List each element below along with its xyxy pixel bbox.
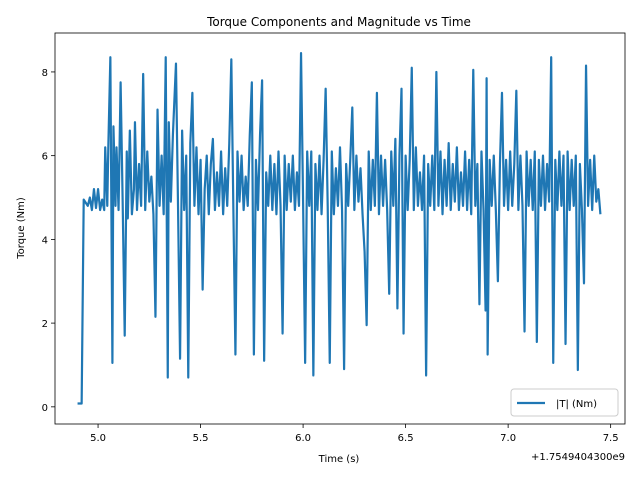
- legend-label: |T| (Nm): [556, 399, 597, 410]
- y-tick-label: 8: [42, 68, 48, 79]
- y-tick-label: 6: [42, 152, 48, 163]
- chart-title: Torque Components and Magnitude vs Time: [206, 15, 471, 29]
- legend-box: [510, 388, 619, 417]
- x-tick-label: 5.5: [193, 433, 209, 444]
- axes-frame: [54, 32, 626, 425]
- x-tick-label: 5.0: [90, 433, 106, 444]
- data-line: [77, 51, 602, 405]
- y-tick-label: 0: [42, 403, 48, 414]
- y-tick-label: 4: [42, 235, 48, 246]
- x-tick-label: 6.5: [398, 433, 414, 444]
- legend: |T| (Nm): [510, 388, 619, 417]
- plot-area: [77, 51, 602, 405]
- x-tick-label: 7.0: [500, 433, 516, 444]
- x-tick-label: 7.5: [603, 433, 619, 444]
- y-axis-label: Torque (Nm): [16, 197, 27, 260]
- x-tick-label: 6.0: [295, 433, 311, 444]
- x-axis-label: Time (s): [318, 454, 360, 465]
- y-tick-label: 2: [42, 319, 48, 330]
- x-offset-label: +1.7549404300e9: [531, 452, 625, 463]
